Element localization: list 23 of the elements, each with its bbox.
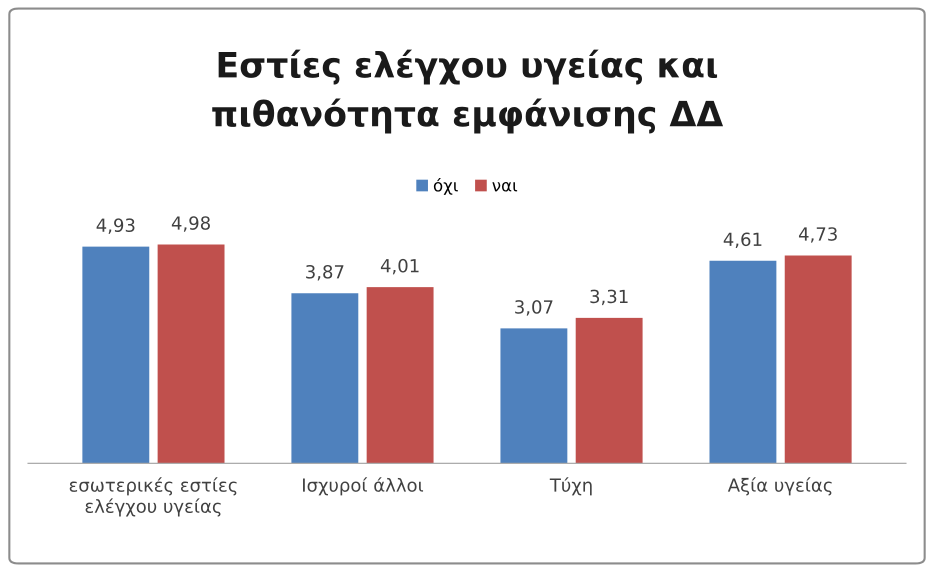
bar <box>158 244 225 464</box>
x-tick-label: Αξία υγείας <box>728 477 832 496</box>
legend-label: ναι <box>492 182 518 192</box>
data-label: 4,93 <box>96 218 134 234</box>
data-label: 4,01 <box>380 258 419 274</box>
legend-label: όχι <box>434 178 458 195</box>
bar <box>784 255 852 464</box>
x-tick-label: εσωτερικές εστίες ελέγχου υγείας <box>70 477 237 517</box>
data-label: 4,98 <box>172 216 210 232</box>
x-tick-label: Ισχυροί άλλοι <box>303 477 424 496</box>
data-label: 4,61 <box>724 232 762 248</box>
bar <box>366 287 434 464</box>
data-label: 3,31 <box>590 290 628 306</box>
bar <box>500 328 568 464</box>
x-tick-label: Τύχη <box>550 477 592 496</box>
data-label: 3,87 <box>306 264 344 280</box>
data-label: 3,07 <box>515 300 552 316</box>
data-label: 4,73 <box>798 227 837 243</box>
bar <box>709 260 776 464</box>
bar <box>82 246 150 464</box>
bar <box>291 293 358 464</box>
chart-title: Εστίες ελέγχου υγείας και πιθανότητα εμφάνισης ΔΔ <box>212 50 724 134</box>
bar <box>576 318 643 464</box>
